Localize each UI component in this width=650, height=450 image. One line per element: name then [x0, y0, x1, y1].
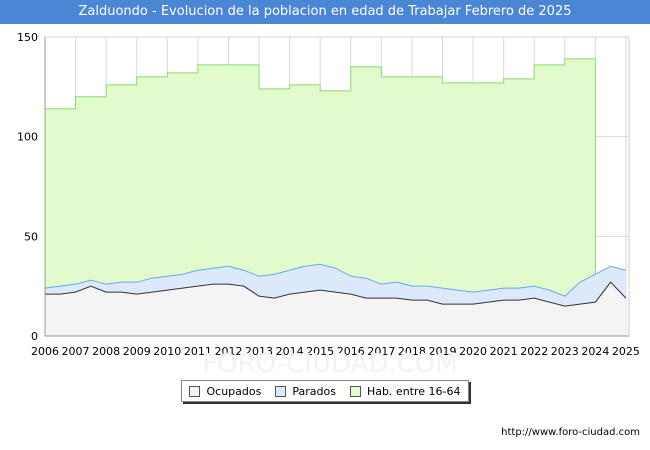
legend-label-hab: Hab. entre 16-64 [366, 384, 461, 398]
x-tick-label: 2017 [367, 345, 395, 358]
x-tick-label: 2008 [92, 345, 120, 358]
x-tick-label: 2023 [551, 345, 579, 358]
source-url[interactable]: http://www.foro-ciudad.com [501, 427, 640, 438]
x-tick-label: 2020 [459, 345, 487, 358]
y-tick-label: 150 [17, 31, 38, 44]
x-tick-label: 2013 [245, 345, 273, 358]
x-tick-label: 2012 [214, 345, 242, 358]
legend-swatch-hab [349, 385, 361, 397]
legend-swatch-ocupados [189, 385, 201, 397]
series-line-parados [44, 263, 627, 297]
chart-title: Zalduondo - Evolucion de la poblacion en… [0, 0, 650, 24]
x-tick-label: 2011 [184, 345, 212, 358]
legend-item-hab: Hab. entre 16-64 [349, 384, 461, 398]
axis-layer: 2006 2007 2008 2009 2010 2011 2012 2013 2014 2015… [17, 31, 640, 358]
legend-item-ocupados: Ocupados [189, 385, 261, 398]
x-tick-label: 2010 [153, 345, 181, 358]
series-area-ocupados [45, 282, 626, 336]
x-tick-label: 2022 [520, 345, 548, 358]
legend-swatch-parados [275, 385, 287, 397]
x-tick-label: 2024 [581, 345, 609, 358]
x-tick-label: 2019 [428, 345, 456, 358]
legend-label-parados: Parados [292, 384, 336, 398]
x-tick-label: 2006 [31, 345, 59, 358]
x-tick-label: 2009 [123, 345, 151, 358]
y-tick-label: 50 [24, 230, 38, 243]
series-layer [44, 58, 627, 336]
series-line-hab [45, 58, 596, 336]
y-tick-label: 100 [17, 131, 38, 144]
watermark: FORO-CIUDAD.COM [202, 349, 458, 379]
legend-item-parados: Parados [275, 385, 336, 398]
x-tick-label: 2015 [306, 345, 334, 358]
series-area-hab [45, 58, 596, 336]
legend-label-ocupados: Ocupados [206, 384, 262, 398]
x-tick-label: 2025 [612, 345, 640, 358]
x-tick-label: 2021 [490, 345, 518, 358]
y-tick-label: 0 [31, 330, 38, 343]
series-line-ocupados [45, 281, 627, 307]
x-tick-label: 2016 [337, 345, 365, 358]
x-tick-label: 2018 [398, 345, 426, 358]
x-tick-label: 2014 [276, 345, 304, 358]
x-tick-label: 2007 [62, 345, 90, 358]
chart-legend: Ocupados Parados Hab. entre 16-64 [181, 380, 469, 402]
